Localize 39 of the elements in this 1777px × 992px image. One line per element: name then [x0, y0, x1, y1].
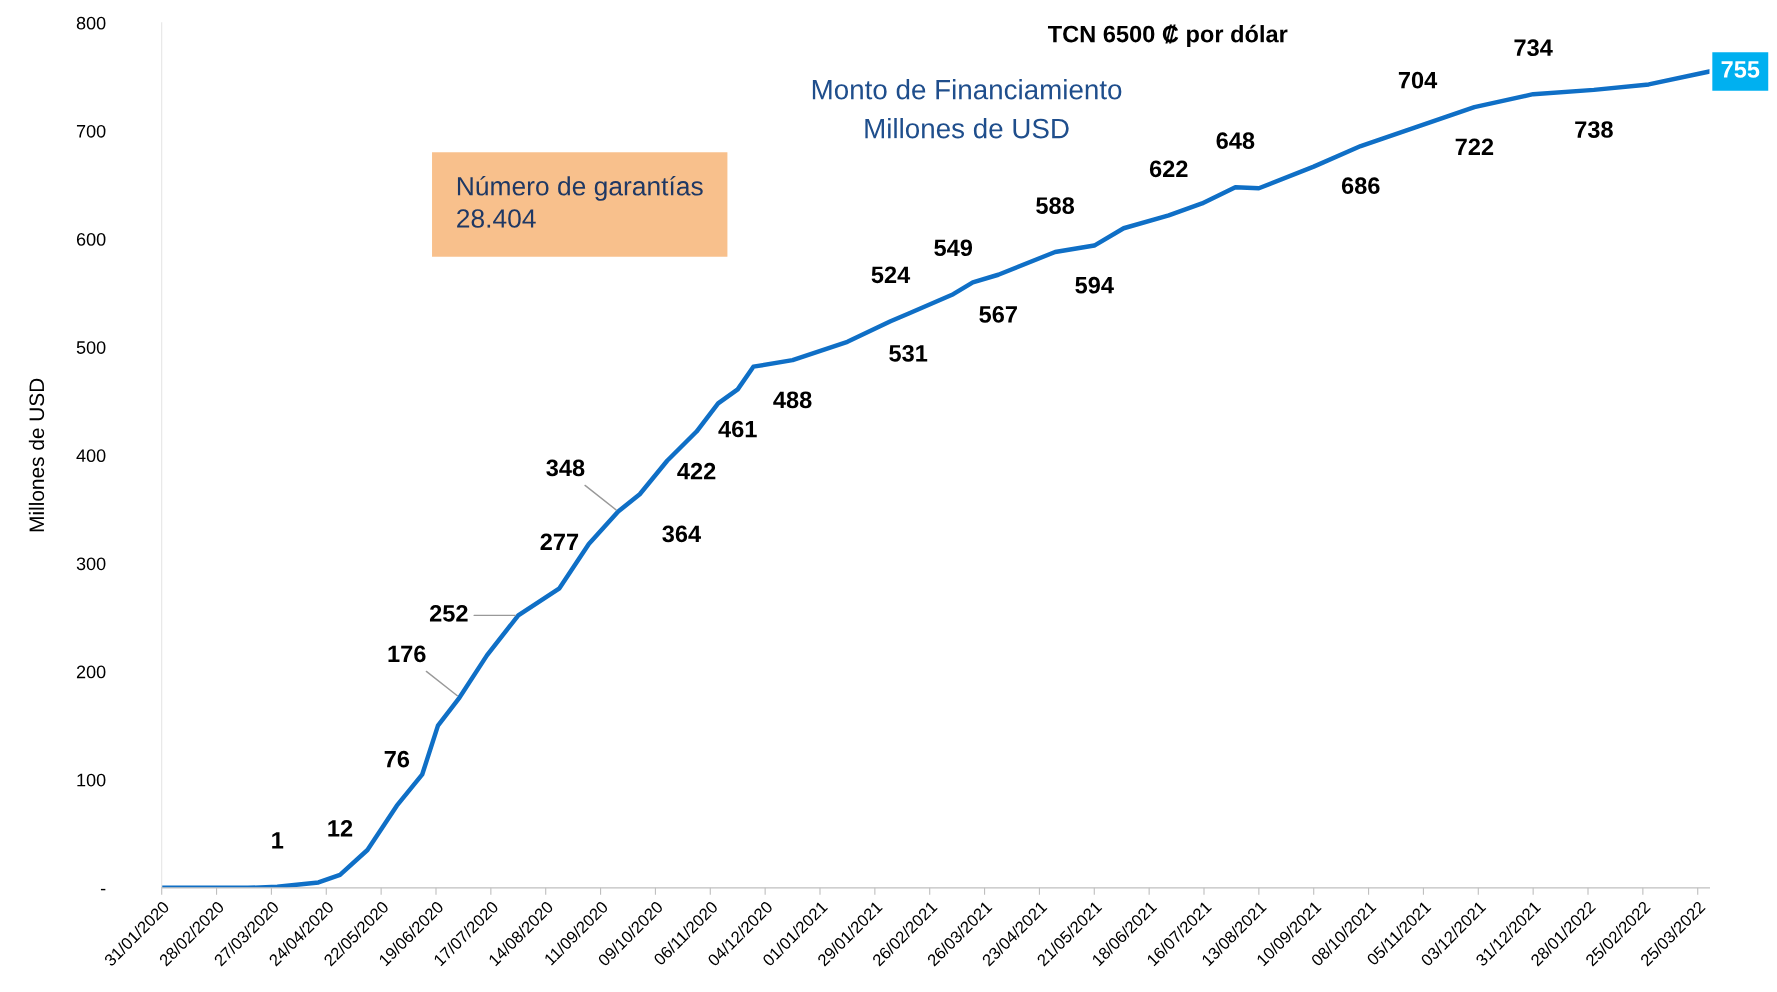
annotation: TCN 6500 ₡ por dólar [1047, 24, 1288, 48]
text: Millones de USD [865, 118, 1069, 139]
data-label: 524 [871, 266, 911, 284]
data-label: 588 [1036, 197, 1075, 214]
y-tick-label: 100 [77, 773, 106, 787]
data-label: 422 [677, 462, 716, 480]
data-label: 461 [718, 420, 757, 438]
data-label: 734 [1514, 39, 1553, 57]
y-tick-label: 500 [76, 341, 106, 354]
data-label: 704 [1398, 71, 1438, 89]
y-tick-label: 800 [76, 16, 106, 30]
data-label: 1 [272, 832, 284, 849]
data-label: 648 [1216, 132, 1255, 150]
data-label: 488 [773, 391, 812, 409]
data-label: 76 [384, 750, 410, 768]
y-tick-label: 400 [76, 449, 106, 463]
y-tick-label: 300 [76, 557, 106, 571]
data-label: 176 [388, 645, 426, 663]
data-label: 277 [540, 533, 579, 550]
data-label: 364 [662, 525, 701, 543]
data-label: 755 [1721, 61, 1760, 78]
y-tick-label: 700 [76, 124, 106, 138]
data-label: 549 [934, 239, 973, 257]
y-tick-label: 600 [76, 233, 106, 246]
data-label: 252 [429, 604, 468, 622]
data-label: 622 [1149, 160, 1188, 178]
data-label: 12 [328, 820, 353, 837]
data-label: 738 [1575, 121, 1613, 138]
y-tick-label: - [100, 888, 106, 891]
data-label: 686 [1341, 177, 1380, 195]
data-label: 594 [1075, 276, 1114, 294]
data-label: 567 [979, 306, 1017, 323]
data-label: 722 [1455, 138, 1494, 155]
data-label: 348 [546, 459, 585, 477]
annotation: Número de garantías 28.404 [457, 175, 703, 228]
data-label: 531 [889, 344, 928, 362]
text: Monto de Financiamiento [812, 79, 1122, 100]
y-tick-label: 200 [76, 665, 106, 679]
y-axis-title: Millones de USD [28, 378, 45, 532]
